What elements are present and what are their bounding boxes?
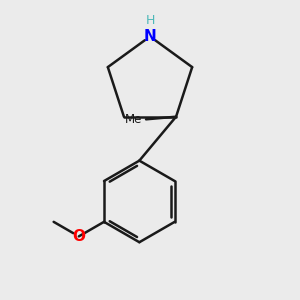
Text: H: H — [146, 14, 155, 27]
Text: Me: Me — [124, 113, 142, 126]
Text: O: O — [72, 229, 85, 244]
Text: N: N — [144, 29, 156, 44]
